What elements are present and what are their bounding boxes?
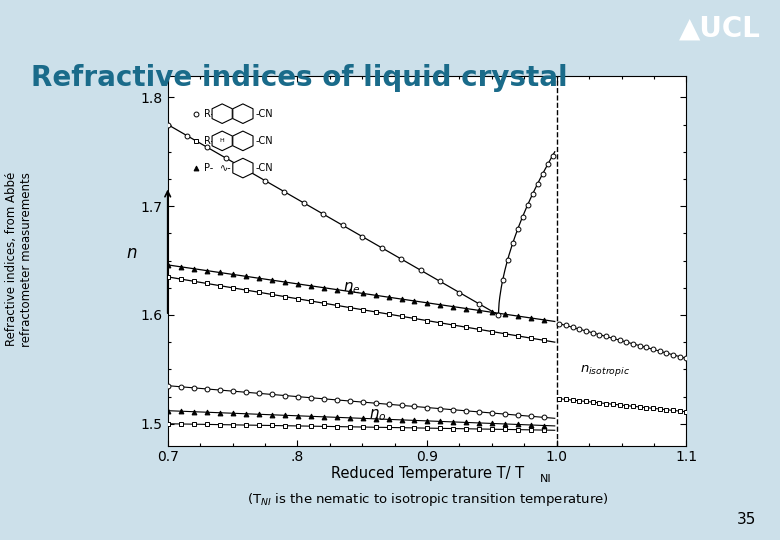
Text: $n_o$: $n_o$	[369, 407, 386, 423]
Polygon shape	[232, 131, 253, 151]
Text: H: H	[220, 138, 225, 144]
Polygon shape	[212, 104, 232, 124]
Text: 35: 35	[737, 511, 757, 526]
Polygon shape	[212, 131, 232, 151]
Text: P-: P-	[204, 163, 213, 173]
Polygon shape	[232, 104, 253, 124]
Text: n: n	[126, 244, 136, 262]
Text: ▲UCL: ▲UCL	[679, 15, 760, 42]
Text: -: -	[235, 109, 239, 119]
Polygon shape	[232, 158, 253, 178]
Text: Reduced Temperature T/ T: Reduced Temperature T/ T	[331, 466, 524, 481]
Text: Refractive indices, from Abbé
refractometer measurements: Refractive indices, from Abbé refractome…	[5, 172, 34, 347]
Text: (T$_{NI}$ is the nematic to isotropic transition temperature): (T$_{NI}$ is the nematic to isotropic tr…	[246, 491, 608, 508]
Text: -CN: -CN	[256, 163, 274, 173]
Text: NI: NI	[541, 474, 551, 484]
Text: ∿-: ∿-	[220, 163, 231, 173]
Text: R-: R-	[204, 136, 214, 146]
Text: $n_{isotropic}$: $n_{isotropic}$	[580, 363, 630, 377]
Text: -CN: -CN	[256, 136, 274, 146]
Text: R-: R-	[204, 109, 214, 119]
Text: $n_e$: $n_e$	[342, 280, 360, 296]
Text: -CN: -CN	[256, 109, 274, 119]
Text: -: -	[235, 136, 239, 146]
Text: Refractive indices of liquid crystal: Refractive indices of liquid crystal	[31, 64, 568, 92]
